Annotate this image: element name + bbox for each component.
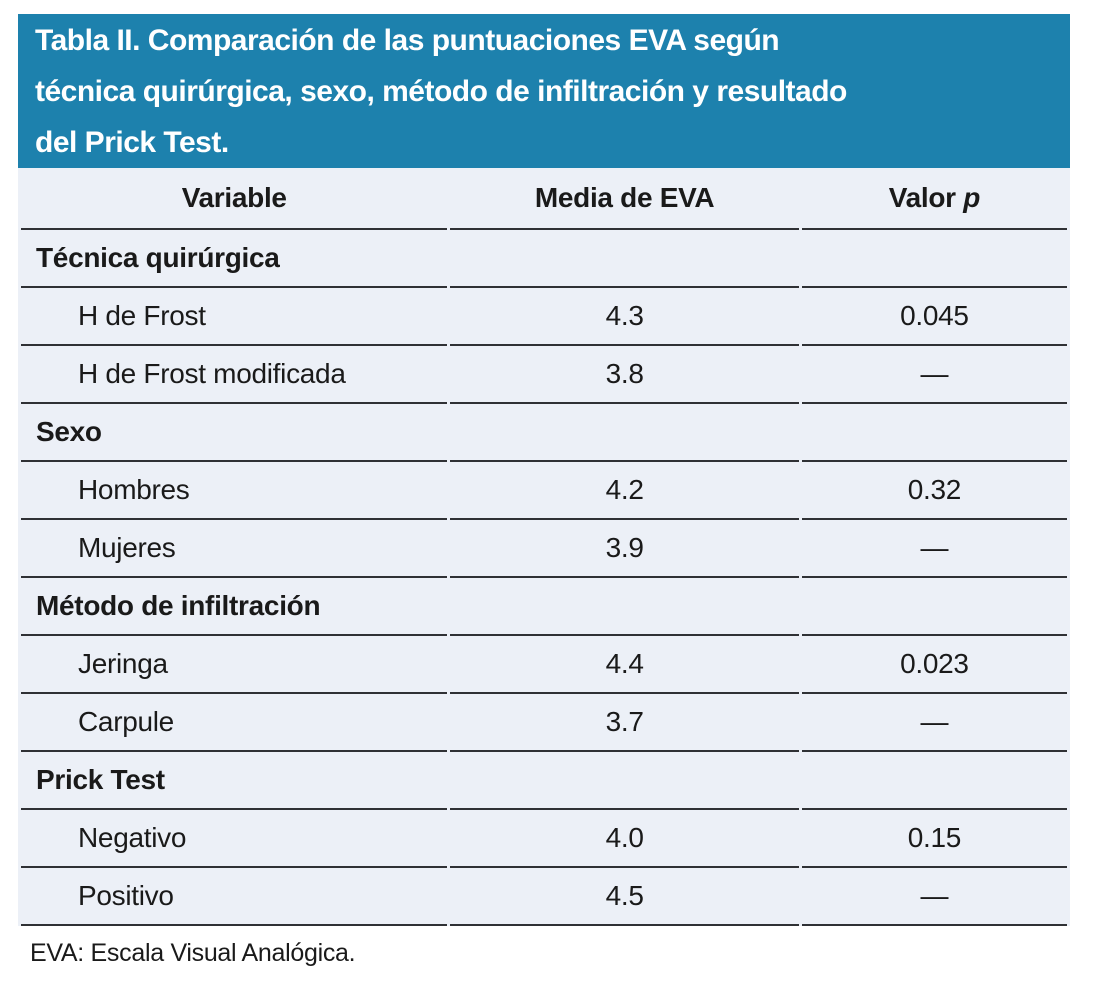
p-value: —: [801, 868, 1067, 926]
empty-cell: [801, 404, 1067, 462]
eva-value: 4.5: [450, 868, 799, 926]
p-value: —: [801, 346, 1067, 404]
table-title-line: Tabla II. Comparación de las puntuacione…: [35, 23, 780, 57]
column-header-valor-p: Valor p: [801, 168, 1067, 230]
table-row-h-de-frost-modificada: H de Frost modificada 3.8 —: [21, 346, 1067, 404]
p-value: 0.023: [801, 636, 1067, 694]
table-row-positivo: Positivo 4.5 —: [21, 868, 1067, 926]
table-title-banner: Tabla II. Comparación de las puntuacione…: [18, 14, 1070, 168]
p-italic-label: p: [963, 182, 981, 213]
row-label: Jeringa: [21, 636, 448, 694]
eva-value: 3.8: [450, 346, 799, 404]
section-row-prick-test: Prick Test: [21, 752, 1067, 810]
section-row-metodo-de-infiltracion: Método de infiltración: [21, 578, 1067, 636]
section-title: Sexo: [21, 404, 448, 462]
table-title-line: técnica quirúrgica, sexo, método de infi…: [35, 74, 847, 108]
eva-value: 4.2: [450, 462, 799, 520]
empty-cell: [801, 230, 1067, 288]
eva-value: 4.3: [450, 288, 799, 346]
table-figure: Tabla II. Comparación de las puntuacione…: [18, 14, 1070, 968]
table-row-negativo: Negativo 4.0 0.15: [21, 810, 1067, 868]
row-label: Mujeres: [21, 520, 448, 578]
p-value: 0.15: [801, 810, 1067, 868]
valor-label: Valor: [888, 182, 956, 213]
column-header-row: Variable Media de EVA Valor p: [21, 168, 1067, 230]
row-label: Negativo: [21, 810, 448, 868]
empty-cell: [450, 404, 799, 462]
eva-value: 3.9: [450, 520, 799, 578]
table-row-carpule: Carpule 3.7 —: [21, 694, 1067, 752]
section-title: Prick Test: [21, 752, 448, 810]
section-title: Técnica quirúrgica: [21, 230, 448, 288]
eva-comparison-table: Variable Media de EVA Valor p Técnica qu…: [18, 168, 1070, 926]
p-value: 0.045: [801, 288, 1067, 346]
table-row-h-de-frost: H de Frost 4.3 0.045: [21, 288, 1067, 346]
empty-cell: [801, 752, 1067, 810]
table-row-hombres: Hombres 4.2 0.32: [21, 462, 1067, 520]
table-title-line: del Prick Test.: [35, 125, 229, 159]
row-label: H de Frost: [21, 288, 448, 346]
empty-cell: [801, 578, 1067, 636]
p-value: —: [801, 694, 1067, 752]
row-label: Hombres: [21, 462, 448, 520]
empty-cell: [450, 752, 799, 810]
eva-value: 4.4: [450, 636, 799, 694]
p-value: 0.32: [801, 462, 1067, 520]
section-row-sexo: Sexo: [21, 404, 1067, 462]
eva-value: 3.7: [450, 694, 799, 752]
empty-cell: [450, 578, 799, 636]
column-header-variable: Variable: [21, 168, 448, 230]
row-label: Positivo: [21, 868, 448, 926]
table-row-jeringa: Jeringa 4.4 0.023: [21, 636, 1067, 694]
section-title: Método de infiltración: [21, 578, 448, 636]
empty-cell: [450, 230, 799, 288]
row-label: Carpule: [21, 694, 448, 752]
column-header-media-eva: Media de EVA: [450, 168, 799, 230]
eva-value: 4.0: [450, 810, 799, 868]
p-value: —: [801, 520, 1067, 578]
section-row-tecnica-quirurgica: Técnica quirúrgica: [21, 230, 1067, 288]
table-footnote: EVA: Escala Visual Analógica.: [30, 939, 356, 967]
row-label: H de Frost modificada: [21, 346, 448, 404]
table-row-mujeres: Mujeres 3.9 —: [21, 520, 1067, 578]
